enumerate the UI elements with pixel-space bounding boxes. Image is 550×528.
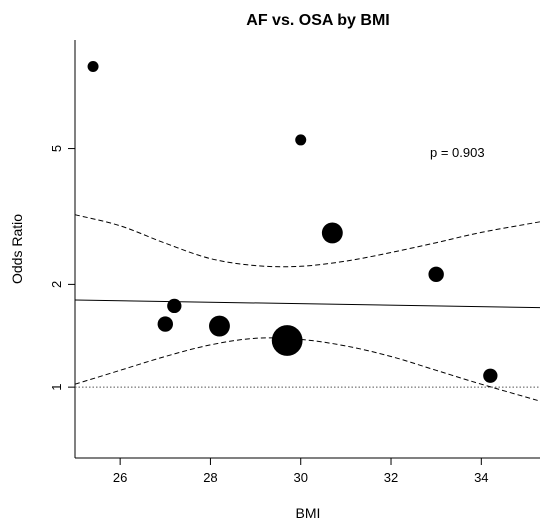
- y-tick-label: 5: [49, 145, 64, 152]
- x-tick-label: 26: [113, 470, 127, 485]
- data-point: [271, 325, 303, 356]
- data-point: [428, 266, 444, 283]
- axis-lines: [74, 40, 540, 459]
- x-tick-label: 34: [474, 470, 488, 485]
- x-tick-label: 28: [203, 470, 217, 485]
- data-point: [87, 60, 99, 72]
- chart-title: AF vs. OSA by BMI: [246, 12, 389, 29]
- x-tick-label: 32: [384, 470, 398, 485]
- data-point: [157, 316, 173, 332]
- confidence-band-lower: [74, 337, 541, 402]
- y-ticks: 1 2 5: [49, 145, 75, 391]
- data-point: [167, 298, 182, 314]
- y-axis-label: Odds Ratio: [9, 214, 25, 284]
- data-points: [87, 60, 498, 383]
- data-point: [209, 315, 230, 337]
- x-tick-label: 30: [293, 470, 307, 485]
- confidence-band-upper: [74, 214, 541, 268]
- data-point: [483, 368, 498, 383]
- y-tick-label: 1: [49, 384, 64, 391]
- regression-line: [74, 299, 541, 309]
- p-value-annotation: p = 0.903: [430, 145, 485, 160]
- x-ticks: 26 28 30 32 34: [113, 458, 489, 485]
- y-tick-label: 2: [49, 281, 64, 288]
- x-axis-label: BMI: [296, 505, 321, 521]
- data-point: [321, 222, 343, 244]
- data-point: [295, 134, 307, 146]
